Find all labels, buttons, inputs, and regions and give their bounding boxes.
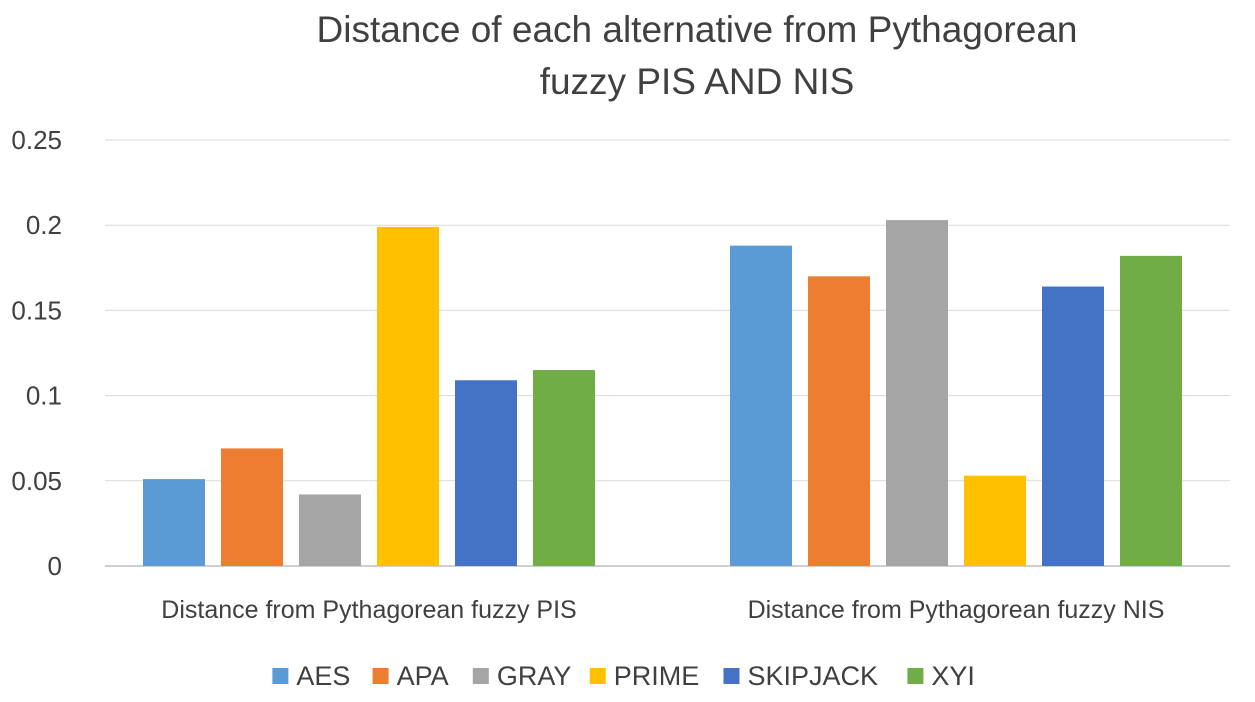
legend-swatch-gray xyxy=(472,668,489,684)
bar-apa-nis xyxy=(808,276,870,566)
legend-swatch-aes xyxy=(272,668,289,684)
legend-label-xyi: XYI xyxy=(931,661,975,691)
legend-swatch-skipjack xyxy=(723,668,740,684)
y-tick-label: 0.1 xyxy=(26,381,62,411)
chart-title-line: fuzzy PIS AND NIS xyxy=(540,61,855,102)
y-tick-label: 0.05 xyxy=(11,466,62,496)
legend-label-aes: AES xyxy=(296,661,350,691)
y-tick-label: 0.2 xyxy=(26,210,62,240)
bar-apa-pis xyxy=(221,448,283,566)
y-axis-tick-labels: 0 0.05 0.1 0.15 0.2 0.25 xyxy=(11,125,62,581)
y-tick-label: 0.15 xyxy=(11,295,62,325)
x-axis-category-labels: Distance from Pythagorean fuzzy PIS Dista… xyxy=(161,596,1164,624)
legend-label-skipjack: SKIPJACK xyxy=(747,661,878,691)
bar-aes-nis xyxy=(730,245,792,566)
bar-prime-nis xyxy=(964,475,1026,566)
legend-label-prime: PRIME xyxy=(614,661,700,691)
bars xyxy=(143,220,1182,567)
chart-title: Distance of each alternative from Pythag… xyxy=(317,9,1078,102)
y-tick-label: 0.25 xyxy=(11,125,62,155)
bar-xyi-pis xyxy=(533,370,595,566)
chart-title-line: Distance of each alternative from Pythag… xyxy=(317,9,1078,50)
bar-skipjack-pis xyxy=(455,380,517,566)
legend-swatch-apa xyxy=(372,668,389,684)
bar-aes-pis xyxy=(143,479,205,566)
legend-swatch-prime xyxy=(589,668,606,684)
legend-label-apa: APA xyxy=(397,661,449,691)
bar-gray-pis xyxy=(299,494,361,566)
bar-prime-pis xyxy=(377,226,439,567)
legend-label-gray: GRAY xyxy=(497,661,572,691)
y-tick-label: 0 xyxy=(48,551,62,581)
legend: AES APA GRAY PRIME SKIPJACK XYI xyxy=(272,661,975,691)
x-category-label: Distance from Pythagorean fuzzy PIS xyxy=(161,596,576,624)
bar-skipjack-nis xyxy=(1042,286,1104,566)
bar-gray-nis xyxy=(886,220,948,566)
legend-swatch-xyi xyxy=(907,668,924,684)
bar-xyi-nis xyxy=(1120,255,1182,566)
x-category-label: Distance from Pythagorean fuzzy NIS xyxy=(748,596,1165,624)
